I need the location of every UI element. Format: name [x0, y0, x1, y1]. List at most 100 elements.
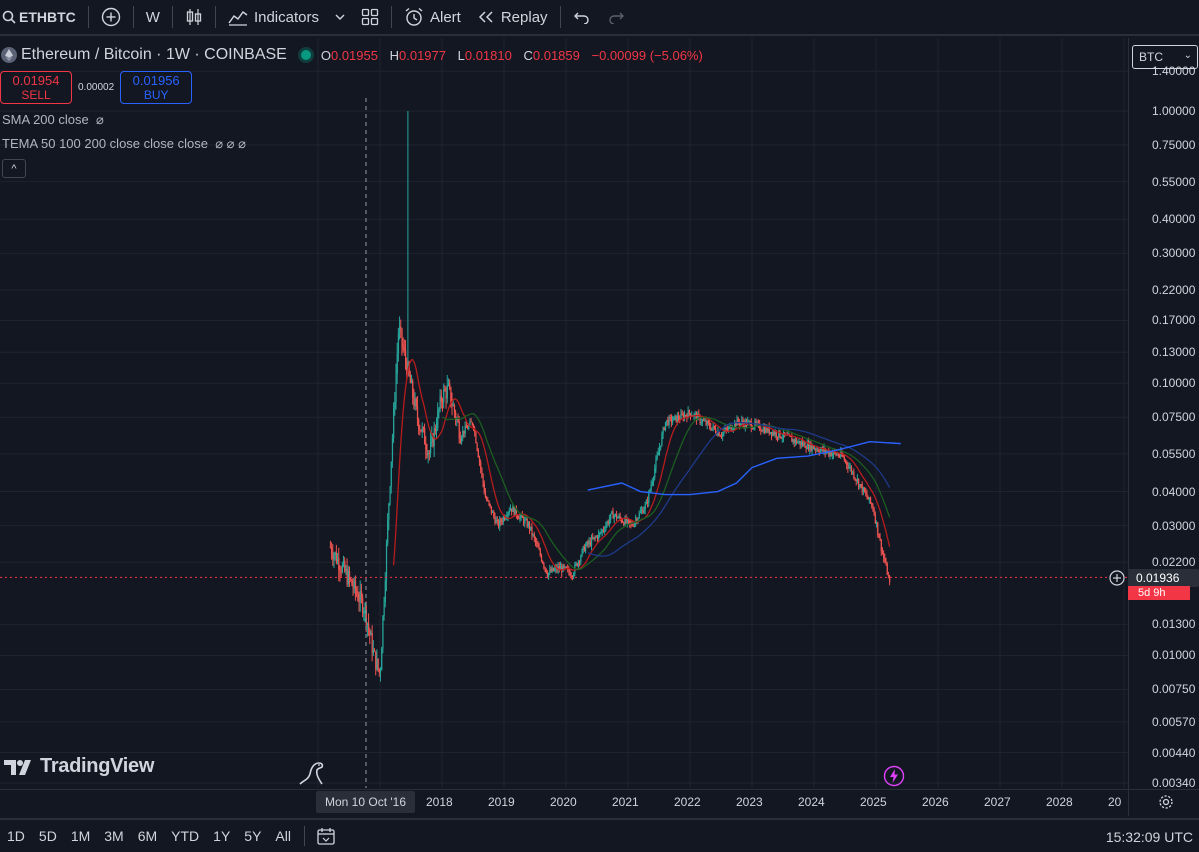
layouts-button[interactable]	[353, 0, 387, 35]
candle-down-body	[864, 487, 866, 493]
indicators-button[interactable]: Indicators	[220, 0, 327, 35]
indicators-icon	[228, 10, 248, 26]
divider	[87, 6, 89, 28]
sell-button[interactable]: 0.01954 SELL	[0, 71, 72, 104]
candle-down-body	[705, 420, 707, 425]
candle-down-body	[351, 579, 353, 586]
candle-up-body	[363, 611, 365, 614]
candle-down-body	[695, 413, 698, 421]
candle-down-body	[412, 380, 414, 398]
range-button-5y[interactable]: 5Y	[244, 828, 262, 844]
divider	[559, 6, 561, 28]
candle-up-body	[399, 326, 401, 334]
price-chart[interactable]	[0, 38, 1199, 816]
candle-up-body	[774, 431, 776, 435]
chart-pane[interactable]	[0, 38, 1199, 816]
indicators-dropdown[interactable]	[327, 0, 353, 35]
candle-up-body	[527, 522, 530, 527]
calendar-range-icon[interactable]	[315, 826, 337, 846]
candle-up-body	[848, 467, 850, 469]
range-button-3m[interactable]: 3M	[104, 828, 124, 844]
utc-clock[interactable]: 15:32:09 UTC	[1105, 829, 1193, 845]
candle-down-body	[500, 519, 502, 522]
currency-select[interactable]: BTC ⌄	[1132, 45, 1198, 69]
collapse-legend-button[interactable]: ^	[2, 159, 26, 178]
gear-icon[interactable]	[1158, 794, 1174, 810]
range-button-1m[interactable]: 1M	[70, 828, 91, 844]
compare-symbol-button[interactable]	[93, 0, 129, 35]
chart-title[interactable]: Ethereum / Bitcoin · 1W · COINBASE	[21, 46, 287, 63]
replay-button[interactable]: Replay	[469, 0, 556, 35]
indicator-tema-legend[interactable]: TEMA 50 100 200 close close close ⌀ ⌀ ⌀	[2, 136, 246, 152]
candle-down-body	[418, 419, 420, 430]
redo-icon	[608, 12, 624, 24]
candle-down-body	[612, 511, 614, 519]
candle-up-body	[591, 537, 593, 546]
indicators-label: Indicators	[253, 8, 319, 26]
candle-down-body	[368, 623, 370, 630]
candle-up-body	[382, 615, 384, 649]
candle-down-body	[877, 522, 879, 534]
search-icon	[2, 10, 16, 24]
candle-down-body	[477, 449, 479, 458]
range-button-1d[interactable]: 1D	[7, 828, 25, 844]
candle-up-body	[833, 451, 835, 455]
chart-type-button[interactable]	[177, 0, 211, 35]
candle-up-body	[639, 511, 642, 514]
trade-buttons: 0.01954 SELL 0.00002 0.01956 BUY	[0, 71, 193, 104]
candle-down-body	[678, 416, 680, 420]
candle-down-body	[569, 572, 571, 576]
undo-button[interactable]	[565, 0, 599, 35]
sell-label: SELL	[21, 87, 51, 102]
candle-up-body	[530, 526, 532, 530]
candle-up-body	[660, 445, 662, 448]
candle-up-body	[582, 546, 584, 550]
indicator-sma-legend[interactable]: SMA 200 close ⌀	[2, 112, 104, 128]
range-button-6m[interactable]: 6M	[137, 828, 158, 844]
candle-down-body	[730, 425, 732, 430]
candle-down-body	[529, 522, 531, 530]
candle-down-body	[503, 516, 506, 520]
candle-down-body	[533, 534, 535, 539]
symbol-search-button[interactable]: ETHBTC	[0, 0, 84, 35]
candle-down-body	[482, 474, 484, 484]
candle-up-body	[819, 449, 822, 453]
candle-down-body	[846, 461, 848, 466]
candle-down-body	[426, 449, 428, 456]
candle-up-body	[651, 481, 654, 485]
market-status-icon[interactable]	[300, 50, 311, 60]
candle-up-body	[381, 648, 383, 671]
candle-down-body	[403, 348, 406, 351]
alert-label: Alert	[430, 8, 461, 26]
candle-down-body	[362, 597, 364, 614]
interval-button[interactable]: W	[138, 0, 168, 35]
candle-down-body	[828, 451, 830, 456]
sma-200-line	[587, 440, 901, 496]
candle-up-body	[564, 566, 566, 568]
range-button-5d[interactable]: 5D	[38, 828, 57, 844]
candle-down-body	[867, 497, 869, 500]
price-tick-label: 0.00340	[1152, 776, 1196, 790]
candle-down-body	[415, 399, 417, 407]
divider	[132, 6, 134, 28]
candle-up-body	[614, 513, 617, 516]
price-tick-label: 0.05500	[1152, 446, 1196, 461]
candle-down-body	[749, 421, 751, 423]
range-button-all[interactable]: All	[275, 828, 291, 844]
range-button-1y[interactable]: 1Y	[213, 828, 231, 844]
buy-button[interactable]: 0.01956 BUY	[120, 71, 193, 104]
candle-down-body	[445, 390, 447, 399]
candle-up-body	[555, 567, 557, 570]
candle-up-body	[464, 425, 466, 434]
alert-button[interactable]: Alert	[396, 0, 469, 35]
dinosaur-icon[interactable]	[298, 760, 326, 786]
tradingview-logo[interactable]: TradingView	[4, 755, 154, 778]
lightning-icon[interactable]	[883, 765, 905, 787]
redo-button[interactable]	[599, 0, 633, 35]
plus-circle-icon[interactable]	[1109, 570, 1125, 586]
time-tick-label: 2019	[488, 795, 515, 809]
range-button-ytd[interactable]: YTD	[171, 828, 200, 844]
candle-down-body	[810, 442, 812, 451]
candle-down-body	[858, 479, 860, 487]
tradingview-wordmark: TradingView	[40, 755, 155, 777]
